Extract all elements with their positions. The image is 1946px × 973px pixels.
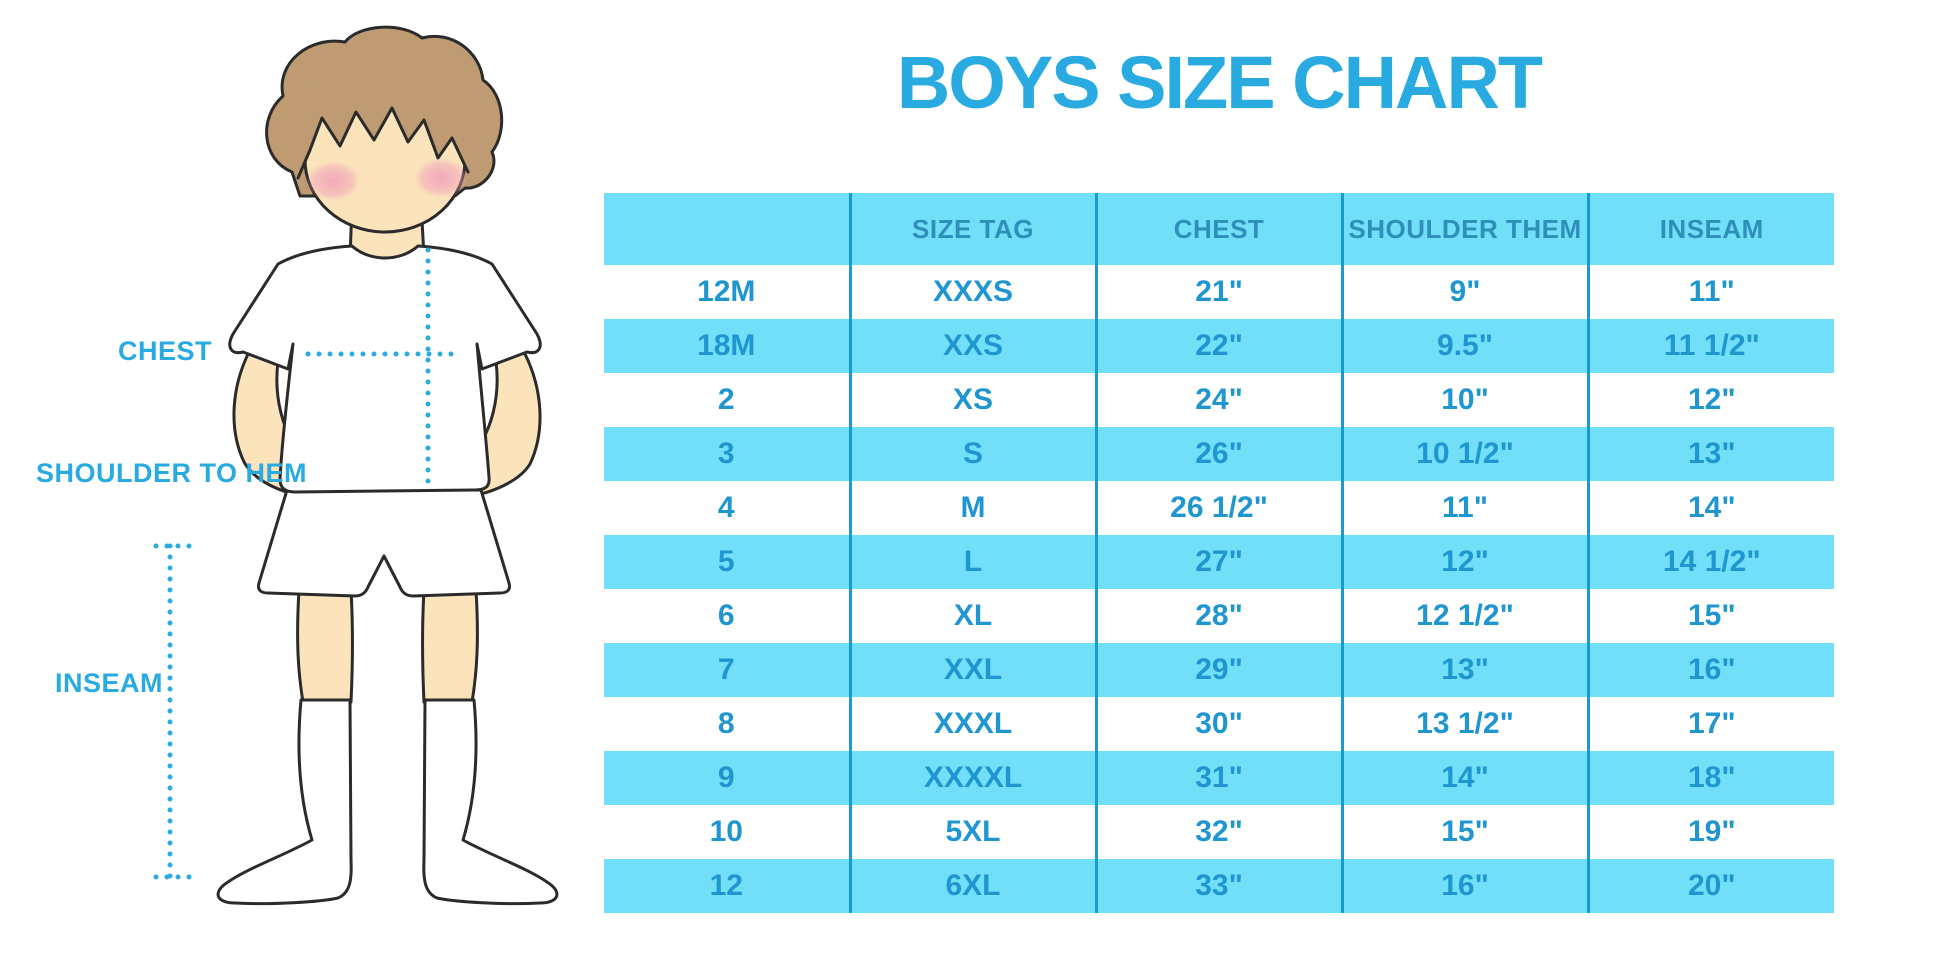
table-cell: 20" <box>1586 859 1834 913</box>
table-cell: 12 <box>709 869 743 902</box>
size-table-body: 12M XXXS 21" 9" 11" 18M XXS 22" 9.5" 11 1/2" 2 XS 24… <box>604 265 1834 913</box>
table-cell: XXL <box>848 643 1096 697</box>
table-cell: 11 1/2" <box>1586 319 1834 373</box>
table-cell: 6XL <box>848 859 1096 913</box>
table-cell: 16" <box>1340 859 1588 913</box>
tshirt-shape <box>228 244 542 494</box>
table-cell: 9 <box>717 761 735 794</box>
table-cell: 8 <box>717 707 735 740</box>
table-cell: 2 <box>717 383 735 416</box>
table-cell: 18M <box>697 329 756 362</box>
table-row: 5 L 27" 12" 14 1/2" <box>604 535 1834 589</box>
table-cell: 32" <box>1094 805 1342 859</box>
table-row: 8 XXXL 30" 13 1/2" 17" <box>604 697 1834 751</box>
table-cell: 26" <box>1094 427 1342 481</box>
table-cell: 22" <box>1094 319 1342 373</box>
table-cell: 26 1/2" <box>1094 481 1342 535</box>
left-sock <box>216 698 353 906</box>
column-header-chest: CHEST <box>1094 193 1342 265</box>
right-blush <box>414 158 468 198</box>
table-cell: 6 <box>717 599 735 632</box>
table-cell: 9" <box>1340 265 1588 319</box>
table-cell: 14" <box>1586 481 1834 535</box>
table-cell: 33" <box>1094 859 1342 913</box>
table-cell: XL <box>848 589 1096 643</box>
table-cell: 12M <box>697 275 756 308</box>
column-header-shoulder-them: SHOULDER THEM <box>1340 193 1588 265</box>
table-cell: XS <box>848 373 1096 427</box>
table-cell: XXXS <box>848 265 1096 319</box>
table-row: 12M XXXS 21" 9" 11" <box>604 265 1834 319</box>
column-header-size-tag: SIZE TAG <box>848 193 1096 265</box>
table-cell: 10" <box>1340 373 1588 427</box>
table-cell: 5 <box>717 545 735 578</box>
table-cell: 7 <box>717 653 735 686</box>
table-cell: 31" <box>1094 751 1342 805</box>
table-cell: XXXXL <box>848 751 1096 805</box>
inseam-measure-line <box>153 543 193 880</box>
table-cell: 21" <box>1094 265 1342 319</box>
table-cell: 19" <box>1586 805 1834 859</box>
column-header-size <box>604 193 850 265</box>
table-row: 12 6XL 33" 16" 20" <box>604 859 1834 913</box>
table-row: 10 5XL 32" 15" 19" <box>604 805 1834 859</box>
column-header-inseam: INSEAM <box>1586 193 1834 265</box>
table-cell: 24" <box>1094 373 1342 427</box>
right-sock <box>422 698 559 906</box>
table-cell: L <box>848 535 1096 589</box>
size-table-head: SIZE TAG CHEST SHOULDER THEM INSEAM <box>604 193 1834 265</box>
page-title: BOYS SIZE CHART <box>896 40 1543 124</box>
table-cell: S <box>848 427 1096 481</box>
table-cell: 14" <box>1340 751 1588 805</box>
table-row: 18M XXS 22" 9.5" 11 1/2" <box>604 319 1834 373</box>
table-cell: 12" <box>1586 373 1834 427</box>
table-cell: 3 <box>717 437 735 470</box>
table-row: 4 M 26 1/2" 11" 14" <box>604 481 1834 535</box>
table-header-row: SIZE TAG CHEST SHOULDER THEM INSEAM <box>604 193 1834 265</box>
table-cell: 4 <box>717 491 735 524</box>
table-cell: 27" <box>1094 535 1342 589</box>
table-row: 6 XL 28" 12 1/2" 15" <box>604 589 1834 643</box>
table-cell: XXXL <box>848 697 1096 751</box>
shoulder-to-hem-label: SHOULDER TO HEM <box>36 458 308 488</box>
table-cell: 10 <box>709 815 743 848</box>
table-cell: 13" <box>1586 427 1834 481</box>
table-cell: M <box>848 481 1096 535</box>
table-cell: 18" <box>1586 751 1834 805</box>
left-blush <box>306 161 360 201</box>
table-cell: 15" <box>1586 589 1834 643</box>
bangs-edge <box>296 106 470 180</box>
table-cell: XXS <box>848 319 1096 373</box>
shorts-shape <box>257 488 511 598</box>
table-row: 3 S 26" 10 1/2" 13" <box>604 427 1834 481</box>
boy-measurement-figure: CHEST SHOULDER TO HEM INSEAM <box>0 0 604 973</box>
table-row: 2 XS 24" 10" 12" <box>604 373 1834 427</box>
table-row: 7 XXL 29" 13" 16" <box>604 643 1834 697</box>
table-cell: 12" <box>1340 535 1588 589</box>
size-table: SIZE TAG CHEST SHOULDER THEM INSEAM 12M X… <box>604 193 1834 913</box>
table-cell: 28" <box>1094 589 1342 643</box>
chest-label: CHEST <box>118 336 213 366</box>
table-cell: 15" <box>1340 805 1588 859</box>
table-cell: 16" <box>1586 643 1834 697</box>
table-cell: 13" <box>1340 643 1588 697</box>
table-cell: 14 1/2" <box>1586 535 1834 589</box>
table-cell: 17" <box>1586 697 1834 751</box>
right-leg <box>421 588 479 704</box>
left-leg <box>296 588 354 704</box>
table-row: 9 XXXXL 31" 14" 18" <box>604 751 1834 805</box>
table-cell: 9.5" <box>1340 319 1588 373</box>
boy-illustration <box>153 25 559 906</box>
table-cell: 29" <box>1094 643 1342 697</box>
table-cell: 11" <box>1340 481 1588 535</box>
table-cell: 12 1/2" <box>1340 589 1588 643</box>
table-cell: 13 1/2" <box>1340 697 1588 751</box>
table-cell: 11" <box>1586 265 1834 319</box>
table-cell: 30" <box>1094 697 1342 751</box>
bangs-shape <box>293 55 472 178</box>
inseam-label: INSEAM <box>55 668 164 698</box>
table-cell: 10 1/2" <box>1340 427 1588 481</box>
table-cell: 5XL <box>848 805 1096 859</box>
